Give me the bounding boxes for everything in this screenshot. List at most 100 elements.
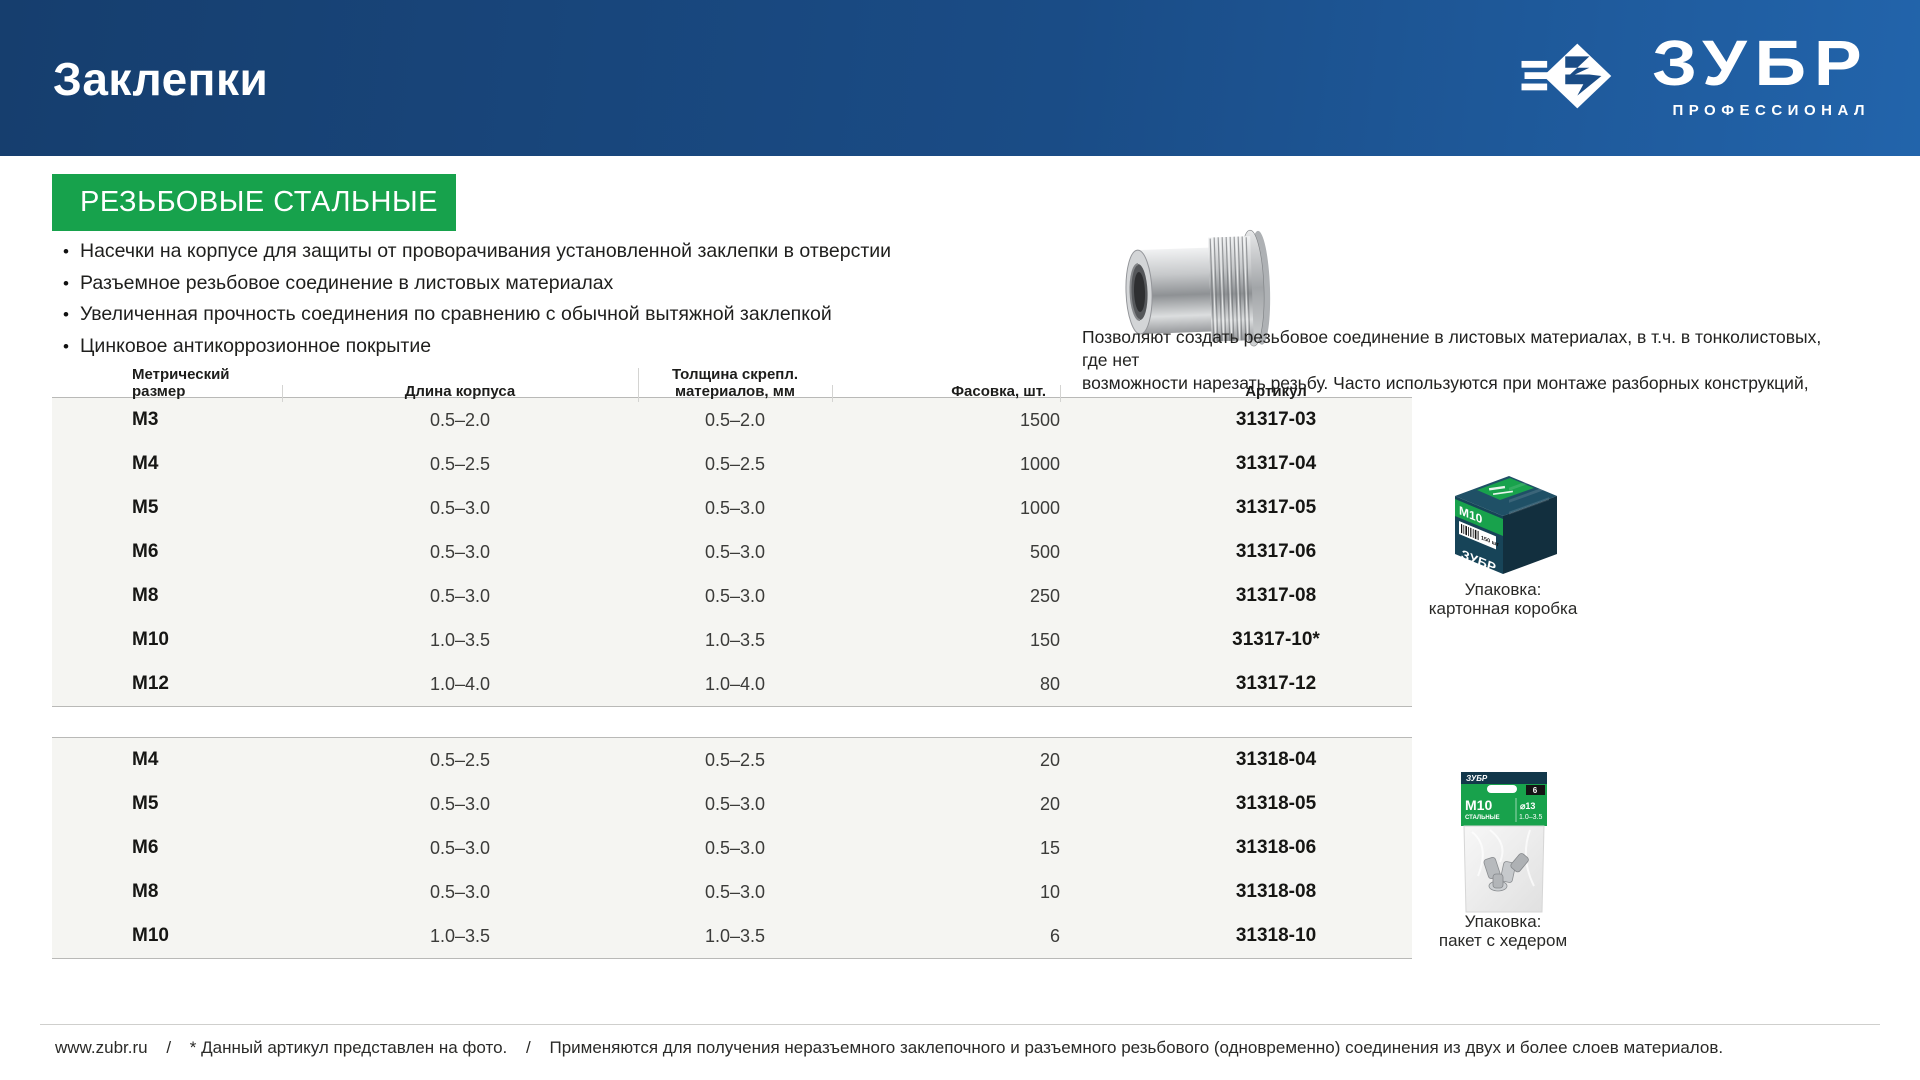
bullet-icon: • bbox=[63, 305, 69, 324]
bag-range-label: 1.0–3.5 bbox=[1519, 814, 1542, 821]
col-header-article: Артикул bbox=[1060, 383, 1412, 402]
table-row: М8 0.5–3.0 0.5–3.0 250 31317-08 bbox=[52, 574, 1412, 618]
pack-qty-cell: 80 bbox=[1039, 673, 1060, 694]
spec-table-bag-packed: М4 0.5–2.5 0.5–2.5 20 31318-04 М5 0.5–3.0 0.5–3… bbox=[52, 737, 1412, 959]
size-cell: М6 bbox=[132, 541, 159, 562]
pack-qty-cell: 6 bbox=[1049, 925, 1060, 946]
article-cell: 31318-08 bbox=[1235, 881, 1317, 902]
thickness-cell: 0.5–3.0 bbox=[704, 497, 766, 518]
caption-line: Упаковка: bbox=[1464, 912, 1542, 931]
size-cell: М10 bbox=[132, 925, 169, 946]
brand-tagline: ПРОФЕССИОНАЛ bbox=[1672, 102, 1870, 119]
header-bar: Заклепки ЗУБР ПРОФЕССИОНАЛ bbox=[0, 0, 1920, 156]
section-badge-label: РЕЗЬБОВЫЕ СТАЛЬНЫЕ bbox=[80, 186, 439, 218]
article-cell: 31317-04 bbox=[1235, 453, 1317, 474]
thickness-cell: 0.5–2.5 bbox=[704, 749, 766, 770]
brand-wordmark: ЗУБР ПРОФЕССИОНАЛ bbox=[1653, 30, 1870, 119]
length-cell: 1.0–4.0 bbox=[429, 673, 491, 694]
size-cell: М5 bbox=[132, 793, 159, 814]
table-header-row: Метрический размер Длина корпуса Толщина… bbox=[52, 366, 1412, 402]
table-row: М12 1.0–4.0 1.0–4.0 80 31317-12 bbox=[52, 662, 1412, 706]
pack-qty-cell: 15 bbox=[1039, 837, 1060, 858]
rivet-nut-image bbox=[1125, 229, 1271, 347]
size-cell: М10 bbox=[132, 629, 169, 650]
caption-line: пакет с хедером bbox=[1438, 931, 1568, 950]
thickness-cell: 0.5–3.0 bbox=[704, 585, 766, 606]
thickness-cell: 1.0–3.5 bbox=[704, 925, 766, 946]
length-cell: 1.0–3.5 bbox=[429, 925, 491, 946]
footnote-photo: * Данный артикул представлен на фото. bbox=[189, 1038, 508, 1057]
length-cell: 0.5–3.0 bbox=[429, 881, 491, 902]
feature-text: Увеличенная прочность соединения по срав… bbox=[80, 303, 832, 325]
footnote-usage: Применяются для получения неразъемного з… bbox=[549, 1038, 1724, 1057]
bullet-icon: • bbox=[63, 242, 69, 261]
length-cell: 0.5–3.0 bbox=[429, 541, 491, 562]
thickness-cell: 0.5–3.0 bbox=[704, 881, 766, 902]
brand-logo: ЗУБР ПРОФЕССИОНАЛ bbox=[1520, 30, 1870, 130]
length-cell: 0.5–3.0 bbox=[429, 837, 491, 858]
thickness-cell: 1.0–4.0 bbox=[704, 673, 766, 694]
article-cell: 31317-10* bbox=[1232, 629, 1320, 650]
thickness-cell: 0.5–3.0 bbox=[704, 837, 766, 858]
size-cell: М8 bbox=[132, 585, 159, 606]
bag-brand-label: ЗУБР bbox=[1466, 774, 1488, 783]
pack-qty-cell: 500 bbox=[1029, 541, 1060, 562]
brand-name: ЗУБР bbox=[1652, 27, 1870, 99]
col-header-body-length: Длина корпуса bbox=[282, 383, 638, 402]
table-row: М6 0.5–3.0 0.5–3.0 500 31317-06 bbox=[52, 530, 1412, 574]
col-header-pack-qty: Фасовка, шт. bbox=[832, 383, 1060, 402]
table-row: М4 0.5–2.5 0.5–2.5 20 31318-04 bbox=[52, 738, 1412, 782]
thickness-cell: 0.5–3.0 bbox=[704, 793, 766, 814]
pack-qty-cell: 250 bbox=[1029, 585, 1060, 606]
feature-text: Цинковое антикоррозионное покрытие bbox=[80, 334, 432, 357]
table-row: М5 0.5–3.0 0.5–3.0 1000 31317-05 bbox=[52, 486, 1412, 530]
pack-qty-cell: 20 bbox=[1039, 749, 1060, 770]
bullet-icon: • bbox=[63, 336, 69, 356]
col-header-material-thickness: Толщина скрепл. материалов, мм bbox=[638, 366, 832, 402]
article-cell: 31317-06 bbox=[1235, 541, 1317, 562]
size-cell: М6 bbox=[132, 837, 159, 858]
box-caption: Упаковка: картонная коробка bbox=[1383, 580, 1623, 618]
thickness-cell: 0.5–2.5 bbox=[704, 453, 766, 474]
length-cell: 0.5–3.0 bbox=[429, 585, 491, 606]
thickness-cell: 0.5–3.0 bbox=[704, 541, 766, 562]
cardboard-box-image: M10 150 шт ЗУБР bbox=[1455, 473, 1557, 576]
footer-separator: / bbox=[526, 1038, 531, 1057]
table-row: М10 1.0–3.5 1.0–3.5 150 31317-10* bbox=[52, 618, 1412, 662]
pack-qty-cell: 1000 bbox=[1019, 453, 1060, 474]
pack-qty-cell: 20 bbox=[1039, 793, 1060, 814]
site-link[interactable]: www.zubr.ru bbox=[55, 1038, 148, 1057]
size-cell: М8 bbox=[132, 881, 159, 902]
length-cell: 1.0–3.5 bbox=[429, 629, 491, 650]
bag-qty-label: 6 bbox=[1533, 786, 1538, 795]
feature-text: Насечки на корпусе для защиты от провора… bbox=[80, 240, 892, 262]
thickness-cell: 0.5–2.0 bbox=[704, 409, 766, 430]
header-bag-image: ЗУБР 6 M10 СТАЛЬНЫЕ ⌀13 1.0–3.5 bbox=[1461, 772, 1547, 913]
pack-qty-cell: 150 bbox=[1029, 629, 1060, 650]
feature-list: • Насечки на корпусе для защиты от провор… bbox=[52, 240, 892, 366]
page-title: Заклепки bbox=[53, 53, 269, 105]
bag-size-label: M10 bbox=[1465, 797, 1492, 813]
article-cell: 31318-06 bbox=[1235, 837, 1317, 858]
table-body: М4 0.5–2.5 0.5–2.5 20 31318-04 М5 0.5–3.0 0.5–3… bbox=[52, 737, 1412, 959]
feature-item: • Увеличенная прочность соединения по сра… bbox=[52, 303, 892, 335]
table-row: М8 0.5–3.0 0.5–3.0 10 31318-08 bbox=[52, 870, 1412, 914]
footer: www.zubr.ru / * Данный артикул представл… bbox=[55, 1038, 1723, 1058]
article-cell: 31318-10 bbox=[1235, 925, 1317, 946]
article-cell: 31317-03 bbox=[1235, 409, 1317, 430]
table-row: М6 0.5–3.0 0.5–3.0 15 31318-06 bbox=[52, 826, 1412, 870]
bag-caption: Упаковка: пакет с хедером bbox=[1383, 912, 1623, 950]
feature-item: • Насечки на корпусе для защиты от провор… bbox=[52, 240, 892, 272]
bag-diameter-label: ⌀13 bbox=[1520, 801, 1535, 811]
article-cell: 31318-04 bbox=[1235, 749, 1317, 770]
table-body: М3 0.5–2.0 0.5–2.0 1500 31317-03 М4 0.5–2.5 0.5… bbox=[52, 398, 1412, 707]
feature-item: • Цинковое антикоррозионное покрытие bbox=[52, 335, 892, 367]
caption-line: Упаковка: bbox=[1464, 580, 1542, 599]
length-cell: 0.5–2.0 bbox=[429, 409, 491, 430]
col-header-size: Метрический размер bbox=[132, 366, 230, 400]
pack-qty-cell: 10 bbox=[1039, 881, 1060, 902]
feature-item: • Разъемное резьбовое соединение в листов… bbox=[52, 272, 892, 304]
size-cell: М3 bbox=[132, 409, 159, 430]
length-cell: 0.5–2.5 bbox=[429, 453, 491, 474]
size-cell: М12 bbox=[132, 673, 169, 694]
